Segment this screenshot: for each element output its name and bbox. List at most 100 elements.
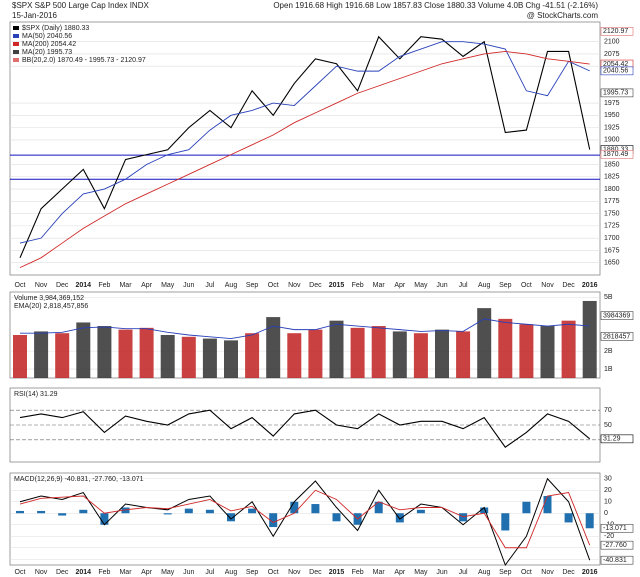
value-box — [600, 523, 634, 533]
volume-bar — [139, 327, 154, 378]
volume-bar — [308, 329, 323, 378]
x-tick-label: Dec — [309, 569, 322, 576]
histogram-bar — [480, 507, 489, 514]
y-tick-label: 50 — [604, 422, 612, 429]
x-tick-label: Nov — [288, 282, 301, 289]
y-tick-label: 1750 — [604, 210, 620, 217]
histogram-bar — [37, 510, 46, 514]
brand: @ StockCharts.com — [527, 11, 599, 20]
y-tick-label: 1900 — [604, 137, 620, 144]
volume-bar — [55, 333, 70, 378]
x-tick-label: Apr — [141, 282, 153, 289]
x-tick-label: Oct — [268, 282, 279, 289]
histogram-bar — [374, 501, 383, 514]
x-tick-label: Jun — [183, 569, 194, 576]
x-tick-label: Aug — [225, 569, 238, 576]
volume-bar — [371, 326, 386, 378]
value-label: 1995.73 — [603, 90, 628, 97]
panel — [9, 472, 601, 566]
x-tick-label: Nov — [288, 569, 301, 576]
x-tick-label: Dec — [562, 569, 575, 576]
value-box — [600, 88, 634, 98]
volume-bar — [160, 335, 175, 378]
volume-bar — [287, 333, 302, 378]
volume-bar — [76, 322, 91, 378]
x-tick-label: Oct — [15, 282, 26, 289]
legend-entry: MA(200) 2054.42 — [22, 41, 76, 48]
x-tick-label: Aug — [225, 282, 238, 289]
histogram-bar — [227, 513, 235, 522]
x-tick-label: Jul — [205, 569, 214, 576]
panel-title: MACD(12,26,9) -40.831, -27.760, -13.071 — [14, 476, 144, 483]
y-tick-label: 1800 — [604, 186, 620, 193]
histogram-bar — [395, 513, 404, 523]
x-tick-label: Feb — [352, 569, 364, 576]
x-tick-label: Oct — [268, 569, 279, 576]
value-box — [600, 66, 634, 76]
value-label: -27.760 — [603, 542, 627, 549]
x-tick-label: Aug — [478, 569, 491, 576]
x-tick-label: May — [414, 569, 428, 576]
y-tick-label: 20 — [604, 487, 612, 494]
value-label: 2120.97 — [603, 28, 628, 35]
series-line — [19, 41, 590, 244]
x-tick-label: Oct — [15, 569, 26, 576]
y-tick-label: 2B — [604, 348, 613, 355]
histogram-bar — [311, 504, 320, 514]
x-tick-label: Sep — [499, 282, 512, 289]
x-tick-label: Dec — [56, 282, 69, 289]
x-tick-label: Sep — [246, 282, 259, 289]
panel-title: RSI(14) 31.29 — [14, 391, 58, 398]
x-tick-label: 2016 — [582, 569, 598, 576]
value-box — [600, 555, 634, 565]
value-label: 2040.56 — [603, 68, 628, 75]
x-tick-label: Oct — [521, 282, 532, 289]
volume-bar — [540, 326, 555, 378]
histogram-bar — [332, 513, 341, 522]
volume-bar — [202, 338, 217, 378]
x-tick-label: Dec — [562, 282, 575, 289]
volume-bar — [245, 333, 260, 378]
legend-entry: $SPX (Daily) 1880.33 — [22, 25, 89, 32]
y-tick-label: 1825 — [604, 174, 620, 181]
x-tick-label: Dec — [309, 282, 322, 289]
volume-bar — [13, 335, 27, 378]
histogram-bar — [501, 513, 510, 531]
volume-bar — [350, 327, 365, 378]
histogram-bar — [522, 501, 531, 514]
y-tick-label: 1775 — [604, 198, 620, 205]
histogram-bar — [121, 507, 130, 514]
value-label: -40.831 — [603, 557, 627, 564]
macd-line — [19, 477, 591, 567]
histogram-bar — [58, 513, 67, 516]
x-tick-label: Aug — [478, 282, 491, 289]
x-tick-label: 2014 — [76, 282, 92, 289]
x-tick-label: May — [161, 569, 175, 576]
y-tick-label: 1700 — [604, 235, 620, 242]
x-tick-label: Mar — [373, 282, 386, 289]
y-tick-label: 1950 — [604, 112, 620, 119]
x-tick-label: Nov — [35, 569, 48, 576]
x-tick-label: Jun — [436, 569, 447, 576]
y-tick-label: 5B — [604, 294, 613, 301]
y-tick-label: 30 — [604, 476, 612, 483]
histogram-bar — [163, 513, 172, 515]
histogram-bar — [543, 496, 552, 514]
x-tick-label: Feb — [98, 569, 110, 576]
histogram-bar — [100, 513, 109, 525]
value-label: 2054.42 — [603, 61, 628, 68]
histogram-bar — [416, 509, 425, 514]
x-tick-label: Dec — [56, 569, 69, 576]
volume-bar — [329, 320, 344, 378]
histogram-bar — [16, 510, 24, 514]
legend-swatch — [13, 50, 19, 54]
value-label: 1870.49 — [603, 151, 628, 158]
y-tick-label: 1850 — [604, 161, 620, 168]
value-box — [600, 27, 634, 36]
x-tick-label: Apr — [141, 569, 153, 576]
x-tick-label: 2015 — [329, 282, 345, 289]
legend-swatch — [13, 42, 19, 46]
volume-bar — [456, 331, 471, 378]
volume-bar — [413, 333, 428, 378]
volume-bar — [266, 317, 281, 378]
